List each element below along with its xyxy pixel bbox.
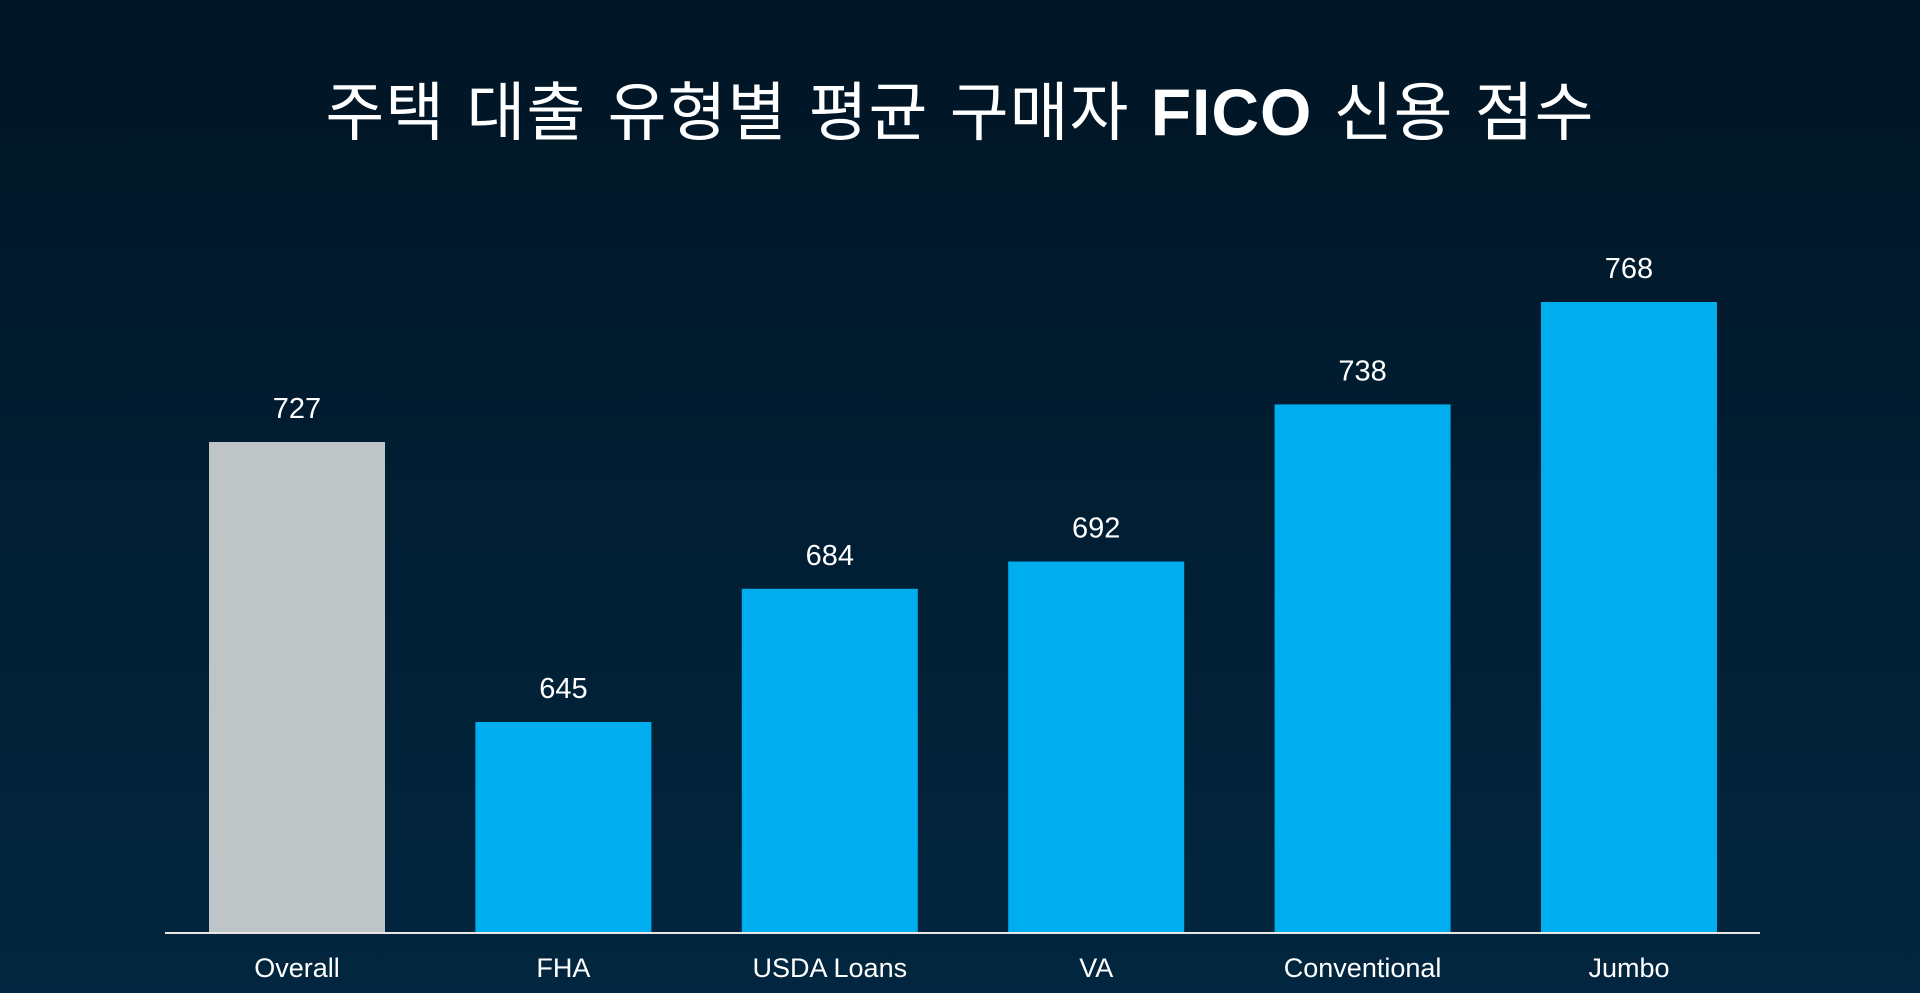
value-label-overall: 727 xyxy=(273,393,321,425)
category-labels-group: Overall FHA USDA Loans VA Conventional Jumbo xyxy=(254,953,1669,983)
category-label-jumbo: Jumbo xyxy=(1588,953,1669,983)
bar-jumbo xyxy=(1541,302,1717,932)
value-labels-group: 727 645 684 692 738 768 xyxy=(273,253,1653,705)
value-label-fha: 645 xyxy=(539,673,587,705)
category-label-usda-loans: USDA Loans xyxy=(753,953,908,983)
chart-title-fico: FICO xyxy=(1150,75,1313,149)
chart-title-part3: 신용 점수 xyxy=(1333,77,1595,151)
category-label-overall: Overall xyxy=(254,953,340,983)
bar-usda-loans xyxy=(741,588,918,932)
bar-va xyxy=(1008,561,1185,932)
category-label-va: VA xyxy=(1079,953,1113,983)
value-label-usda-loans: 684 xyxy=(806,540,854,572)
category-label-fha: FHA xyxy=(536,953,590,983)
chart-title: 주택 대출 유형별 평균 구매자 FICO 신용 점수 xyxy=(0,62,1920,154)
value-label-conventional: 738 xyxy=(1338,355,1386,387)
chart-title-part1: 주택 대출 유형별 평균 구매자 xyxy=(325,77,1130,151)
bars-group xyxy=(209,302,1717,932)
bar-fha xyxy=(475,722,652,932)
value-label-va: 692 xyxy=(1072,513,1120,545)
category-label-conventional: Conventional xyxy=(1284,953,1442,983)
value-label-jumbo: 768 xyxy=(1605,253,1653,285)
bar-overall xyxy=(209,442,385,932)
bar-conventional xyxy=(1274,404,1451,932)
